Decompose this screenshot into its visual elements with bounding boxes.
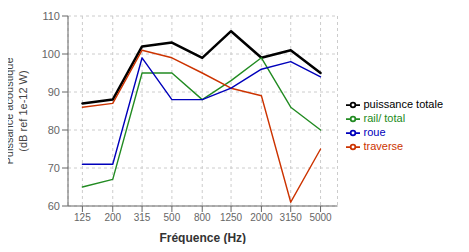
svg-text:110: 110 (42, 10, 60, 22)
svg-text:100: 100 (42, 48, 60, 60)
svg-text:3150: 3150 (280, 212, 303, 223)
svg-text:315: 315 (134, 212, 151, 223)
html-text:roue: roue (363, 126, 386, 138)
svg-text:Puissance acoustique(dB ref 1e: Puissance acoustique(dB ref 1e-12 W) (8, 57, 29, 164)
svg-text:1250: 1250 (220, 212, 243, 223)
svg-text:90: 90 (48, 86, 60, 98)
html-text:puissance totale: puissance totale (363, 97, 443, 110)
svg-text:125: 125 (74, 212, 91, 223)
svg-text:200: 200 (104, 212, 121, 223)
svg-text:800: 800 (194, 212, 211, 223)
html-text:traverse: traverse (363, 140, 404, 153)
svg-text:5000: 5000 (309, 212, 332, 223)
svg-text:2000: 2000 (250, 212, 273, 223)
svg-text:60: 60 (48, 200, 60, 212)
svg-text:80: 80 (48, 124, 60, 136)
svg-text:70: 70 (48, 162, 60, 174)
svg-text:500: 500 (164, 212, 181, 223)
svg-text:Fréquence (Hz): Fréquence (Hz) (159, 231, 246, 244)
html-text:rail/ total: rail/ total (363, 111, 406, 124)
